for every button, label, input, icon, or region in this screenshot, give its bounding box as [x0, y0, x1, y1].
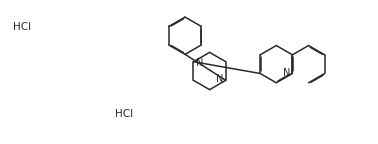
- Text: N: N: [283, 68, 290, 78]
- Text: N: N: [196, 58, 203, 68]
- Text: N: N: [216, 74, 223, 84]
- Text: HCl: HCl: [115, 109, 133, 119]
- Text: HCl: HCl: [13, 22, 31, 32]
